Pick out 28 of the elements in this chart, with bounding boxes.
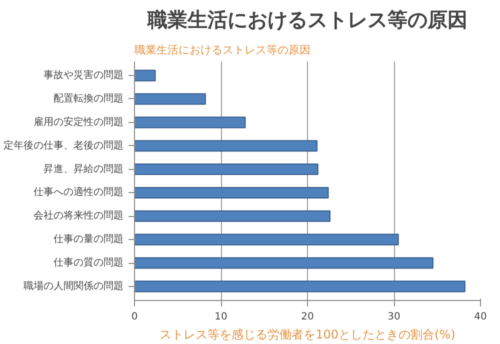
- y-tick-label: 仕事の質の問題: [54, 256, 124, 269]
- x-tick-label: 30: [388, 312, 400, 322]
- bar: [134, 70, 156, 82]
- x-tick-label: 40: [474, 312, 487, 322]
- bar: [134, 234, 399, 246]
- y-tick-label: 仕事の量の問題: [54, 233, 124, 246]
- bar: [134, 116, 246, 128]
- bar: [134, 257, 434, 269]
- chart-title: 職業生活におけるストレス等の原因: [146, 8, 468, 32]
- bar: [134, 186, 329, 198]
- y-tick-label: 会社の将来性の問題: [34, 210, 124, 222]
- bar: [134, 280, 466, 292]
- y-tick-label: 配置転換の問題: [54, 92, 124, 104]
- y-tick-label: 職場の人間関係の問題: [24, 280, 124, 292]
- y-tick-label: 昇進、昇給の問題: [44, 162, 124, 175]
- y-tick-label: 定年後の仕事、老後の問題: [4, 139, 124, 152]
- chart-subtitle: 職業生活におけるストレス等の原因: [134, 44, 310, 56]
- y-tick-label: 雇用の安定性の問題: [34, 116, 124, 128]
- y-tick-label: 仕事への適性の問題: [34, 186, 124, 198]
- x-tick-label: 10: [214, 312, 228, 322]
- x-tick-label: 20: [301, 312, 314, 322]
- y-tick-label: 事故や災害の問題: [44, 69, 124, 82]
- x-axis-title: ストレス等を感じる労働者を100としたときの割合(%): [160, 328, 456, 342]
- x-tick-label: 0: [131, 312, 138, 322]
- bar: [134, 140, 318, 152]
- bar: [134, 93, 206, 105]
- bar: [134, 210, 330, 222]
- bar: [134, 164, 318, 176]
